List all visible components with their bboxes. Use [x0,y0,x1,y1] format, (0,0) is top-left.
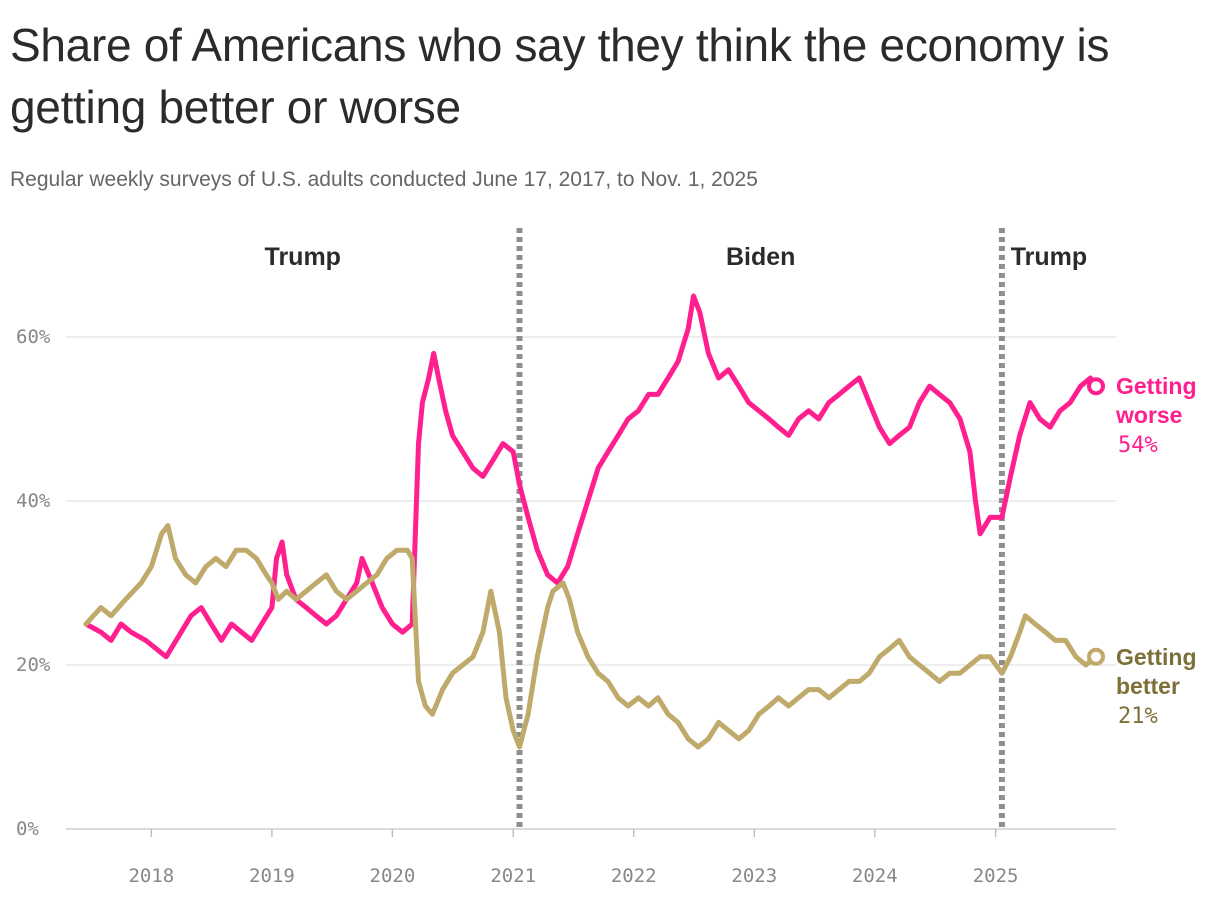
y-tick-label: 0% [16,818,39,840]
chart-subtitle: Regular weekly surveys of U.S. adults co… [10,168,758,191]
series-line-worse [83,293,1099,660]
series-end-marker-better [1087,647,1105,666]
series-name-worse: Getting [1116,373,1197,399]
series-end-marker-worse [1087,377,1105,396]
series-end-labels: Getting worse 54% Getting better 21% [1115,373,1197,729]
y-tick-label: 20% [16,654,51,676]
x-tick-label: 2024 [852,865,898,887]
series-name-better: better [1116,673,1180,699]
y-axis-ticks: 0% 20% 40% 60% [16,326,51,840]
x-axis-ticks: 2018 2019 2020 2021 2022 2023 2024 2025 [128,829,1019,887]
chart-title: Share of Americans who say they think th… [10,19,1110,133]
x-tick-label: 2022 [611,865,657,887]
y-tick-label: 60% [16,326,51,348]
gridlines [66,336,1116,830]
series-end-value-better: 21% [1118,704,1158,729]
x-tick-label: 2025 [973,865,1019,887]
series-line-better [83,523,1099,750]
term-dividers [516,228,1005,829]
series-name-worse: worse [1115,402,1182,428]
x-tick-label: 2020 [370,865,416,887]
term-labels: Trump Biden Trump [265,243,1088,271]
x-tick-label: 2019 [249,865,295,887]
term-label: Trump [265,243,341,271]
term-label: Biden [726,243,795,271]
series-name-better: Getting [1116,644,1197,670]
term-label: Trump [1011,243,1087,271]
y-tick-label: 40% [16,490,51,512]
x-tick-label: 2023 [731,865,777,887]
x-tick-label: 2021 [490,865,536,887]
series-lines [83,293,1105,750]
x-tick-label: 2018 [128,865,174,887]
series-end-value-worse: 54% [1118,433,1158,458]
